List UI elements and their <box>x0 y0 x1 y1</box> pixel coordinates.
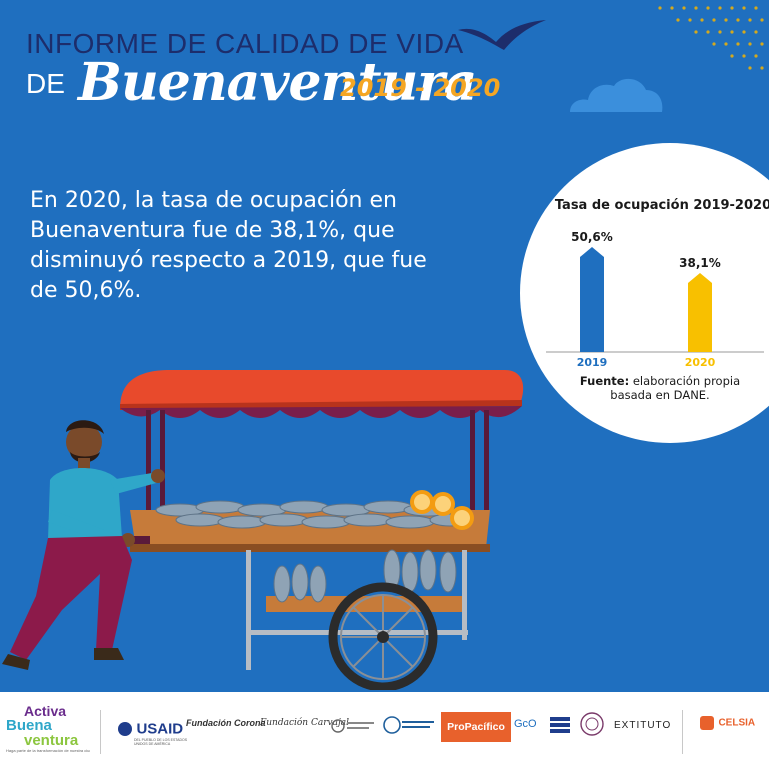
bar-chart: 50,6% 2019 38,1% 2020 <box>546 230 764 369</box>
logo-activa-buenaventura: Activa Buena ventura Haga parte de la tr… <box>6 704 96 753</box>
logo-9-icon <box>580 712 604 736</box>
logo-gco: GcO <box>514 718 537 730</box>
data-label-2020: 38,1% <box>679 256 721 270</box>
body-text: En 2020, la tasa de ocupación en Buenave… <box>30 188 427 303</box>
logo-extituto: EXTITUTO <box>614 720 672 731</box>
footer-separator <box>682 710 683 754</box>
tick-label-2020: 2020 <box>685 356 716 369</box>
logo-usaid-text: USAID <box>136 720 184 738</box>
footer-logos: Activa Buena ventura Haga parte de la tr… <box>0 692 769 769</box>
logo-fundacion-carvajal: Fundación Carvajal <box>260 718 349 728</box>
logo-4-icon <box>331 719 374 733</box>
data-label-2019: 50,6% <box>571 230 613 244</box>
usaid-seal-icon <box>118 721 132 736</box>
footer-separator <box>100 710 101 754</box>
logo-5-icon <box>383 716 434 734</box>
dots-decoration <box>658 6 764 70</box>
logo-activa-line2: Buena <box>6 717 52 734</box>
logo-celsia-text: CELSIA <box>718 717 756 729</box>
celsia-flame-icon <box>700 715 714 730</box>
logo-usaid: USAID DEL PUEBLO DE LOS ESTADOS UNIDOS D… <box>118 720 194 746</box>
vendor-cart-illustration <box>2 370 524 690</box>
title-years: 2019 - 2020 <box>340 74 501 102</box>
bar-2020 <box>688 272 712 352</box>
logo-fundacion-corona: Fundación Corona <box>186 718 266 728</box>
title-de: DE <box>26 68 65 99</box>
logo-usaid-sub: DEL PUEBLO DE LOS ESTADOS UNIDOS DE AMÉR… <box>134 738 188 746</box>
logo-activa-tagline: Haga parte de la transformación de nuest… <box>6 748 90 753</box>
logo-celsia: CELSIA <box>700 714 755 732</box>
bird-icon <box>458 20 546 50</box>
chart-background-circle <box>520 143 769 443</box>
chart-source-text: elaboración propia basada en DANE. <box>610 374 741 402</box>
cloud-icon <box>570 78 663 112</box>
bar-2019 <box>580 247 604 352</box>
chart-title: Tasa de ocupación 2019-2020 <box>554 198 769 213</box>
chart-source-label: Fuente: <box>579 374 630 388</box>
tick-label-2019: 2019 <box>577 356 608 369</box>
logo-activa-line1: Activa <box>24 703 67 719</box>
logo-8-icon <box>550 717 570 733</box>
title-line1: INFORME DE CALIDAD DE VIDA <box>26 28 464 59</box>
logo-activa-line3: ventura <box>24 732 79 749</box>
logo-propacifico: ProPacífico <box>441 712 511 742</box>
title-city: Buenaventura <box>78 52 477 113</box>
chart-source: Fuente: elaboración propia basada en DAN… <box>560 374 760 402</box>
